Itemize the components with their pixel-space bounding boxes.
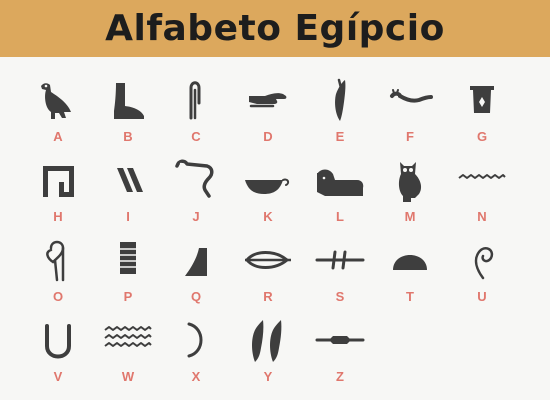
glyph-letter: Y <box>263 369 273 384</box>
horned-viper-icon <box>390 89 433 103</box>
glyph-letter: M <box>404 209 416 224</box>
glyph-letter: N <box>477 209 487 224</box>
quail-chick-icon <box>474 247 494 280</box>
vulture-icon <box>41 83 71 119</box>
glyph-letter: U <box>477 289 487 304</box>
page-title: Alfabeto Egípcio <box>105 7 445 49</box>
stool-icon <box>120 242 136 274</box>
glyph-q: Q <box>166 236 226 310</box>
glyph-letter: B <box>123 129 133 144</box>
glyph-w: W <box>98 316 158 390</box>
glyph-k: K <box>238 156 298 230</box>
glyph-u: U <box>452 236 512 310</box>
glyph-g: G <box>452 76 512 150</box>
jar-stand-icon <box>470 86 494 113</box>
glyph-t: T <box>380 236 440 310</box>
glyph-c: C <box>166 76 226 150</box>
cobra-icon <box>175 159 214 198</box>
glyph-letter: Q <box>190 289 202 304</box>
lion-icon <box>317 169 364 196</box>
glyph-letter: T <box>406 289 414 304</box>
hill-slope-icon <box>185 248 207 276</box>
glyph-letter: F <box>406 129 414 144</box>
glyph-l: L <box>310 156 370 230</box>
glyph-letter: G <box>476 129 488 144</box>
glyph-letter: D <box>263 129 273 144</box>
glyph-d: D <box>238 76 298 150</box>
glyph-letter: I <box>126 209 130 224</box>
bread-loaf-icon <box>393 255 427 270</box>
glyph-o: O <box>28 236 88 310</box>
owl-icon <box>398 162 422 202</box>
glyph-letter: O <box>52 289 64 304</box>
glyph-j: J <box>166 156 226 230</box>
glyph-letter: R <box>263 289 273 304</box>
glyph-s: S <box>310 236 370 310</box>
glyph-e: E <box>310 76 370 150</box>
glyph-letter: Z <box>336 369 344 384</box>
hand-icon <box>249 93 287 108</box>
glyph-letter: H <box>53 209 63 224</box>
glyph-r: R <box>238 236 298 310</box>
glyph-a: A <box>28 76 88 150</box>
glyph-i: I <box>98 156 158 230</box>
double-water-icon <box>104 326 152 347</box>
glyph-f: F <box>380 76 440 150</box>
glyph-m: M <box>380 156 440 230</box>
horseshoe-icon <box>45 324 71 359</box>
door-bolt-icon <box>315 250 365 270</box>
glyph-letter: K <box>263 209 273 224</box>
lasso-icon <box>46 240 65 282</box>
glyph-letter: L <box>336 209 344 224</box>
foot-icon <box>114 83 144 119</box>
courtyard-icon <box>43 166 74 197</box>
glyph-z: Z <box>310 316 370 390</box>
bolt-icon <box>315 336 365 344</box>
mouth-icon <box>245 251 291 269</box>
glyph-letter: J <box>192 209 200 224</box>
title-banner: Alfabeto Egípcio <box>0 0 550 57</box>
basket-icon <box>245 178 290 194</box>
glyph-letter: A <box>53 129 63 144</box>
water-ripple-icon <box>458 174 506 179</box>
glyph-letter: W <box>121 369 135 384</box>
glyph-letter: P <box>123 289 133 304</box>
glyph-letter: X <box>191 369 201 384</box>
glyph-v: V <box>28 316 88 390</box>
glyph-letter: V <box>53 369 63 384</box>
glyph-letter: S <box>335 289 345 304</box>
glyph-p: P <box>98 236 158 310</box>
glyph-y: Y <box>238 316 298 390</box>
glyph-h: H <box>28 156 88 230</box>
semicircle-icon <box>187 322 203 358</box>
glyph-letter: E <box>335 129 345 144</box>
glyph-letter: C <box>191 129 201 144</box>
glyph-b: B <box>98 76 158 150</box>
folded-cloth-icon <box>189 81 201 120</box>
double-reed-icon <box>252 320 282 362</box>
glyph-x: X <box>166 316 226 390</box>
glyph-n: N <box>452 156 512 230</box>
double-strokes-icon <box>117 168 143 192</box>
reed-leaf-icon <box>335 78 346 121</box>
